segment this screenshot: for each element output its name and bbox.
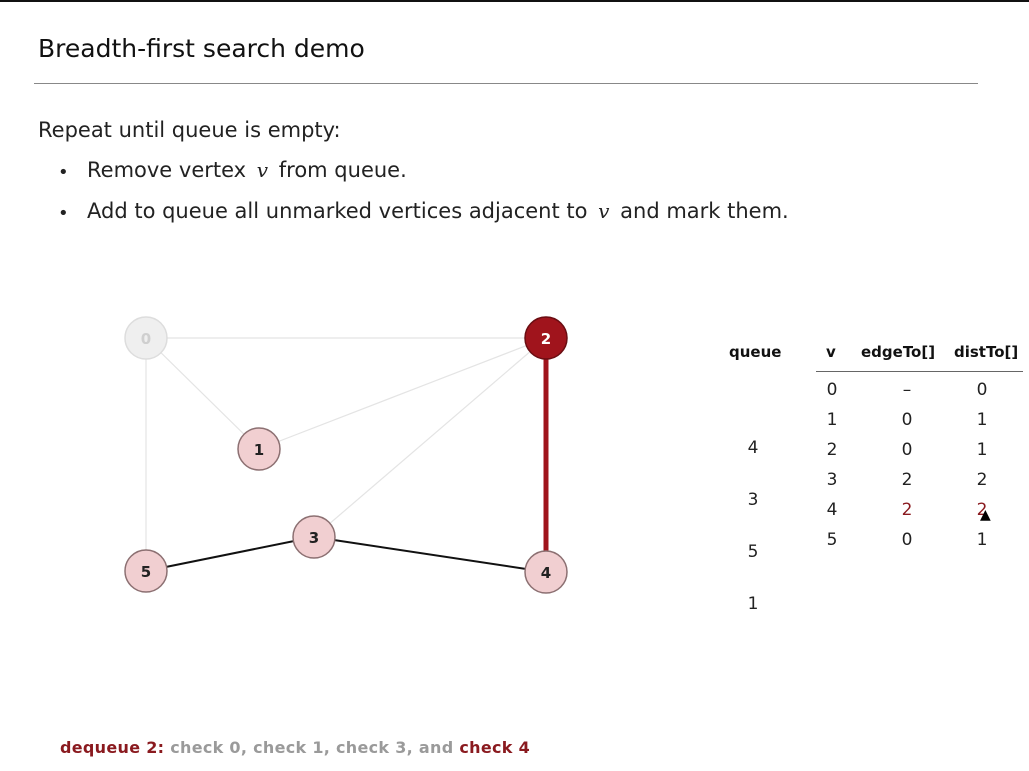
queue-item: 3 — [747, 490, 759, 510]
mouse-cursor-icon: ▲ — [980, 507, 991, 523]
edgeto-header: edgeTo[] — [861, 343, 936, 361]
table-cell-edgeTo: – — [902, 380, 912, 400]
table-cell-edgeTo: 0 — [901, 530, 913, 550]
table-cell-distTo: 0 — [976, 380, 988, 400]
vertex-label: 0 — [141, 330, 151, 348]
vertex-label: 3 — [309, 529, 319, 547]
table-cell-v: 1 — [826, 410, 838, 430]
title-divider — [34, 83, 978, 84]
bullet-item: • Add to queue all unmarked vertices adj… — [58, 199, 789, 240]
vertex-label: 5 — [141, 563, 151, 581]
bullet-item: • Remove vertex v from queue. — [58, 158, 789, 199]
slide-title: Breadth-first search demo — [38, 34, 365, 63]
bullet-list: • Remove vertex v from queue. • Add to q… — [58, 158, 789, 240]
table-cell-v: 5 — [826, 530, 838, 550]
vertex-3: 3 — [292, 515, 336, 559]
vertex-1: 1 — [237, 427, 281, 471]
table-cell-edgeTo: 2 — [901, 500, 913, 520]
step-caption: dequeue 2: check 0, check 1, check 3, an… — [60, 738, 530, 757]
table-cell-edgeTo: 0 — [901, 440, 913, 460]
bullet-text: Remove vertex v from queue. — [87, 158, 407, 182]
vertex-label: 2 — [541, 330, 551, 348]
queue-item: 4 — [747, 438, 759, 458]
queue-header: queue — [729, 343, 782, 361]
edge-3-4 — [313, 536, 547, 573]
vertex-5: 5 — [124, 549, 168, 593]
table-cell-edgeTo: 0 — [901, 410, 913, 430]
top-border — [0, 0, 1029, 2]
vertex-4: 4 — [524, 550, 568, 594]
table-cell-v: 0 — [826, 380, 838, 400]
vertex-0: 0 — [124, 316, 168, 360]
table-cell-edgeTo: 2 — [901, 470, 913, 490]
bullet-dot-icon: • — [58, 203, 69, 224]
intro-text: Repeat until queue is empty: — [38, 118, 341, 142]
table-cell-v: 2 — [826, 440, 838, 460]
edge-1-2 — [258, 337, 547, 450]
v-header: v — [826, 343, 836, 361]
queue-item: 5 — [747, 542, 759, 562]
distto-header: distTo[] — [954, 343, 1019, 361]
table-cell-distTo: 1 — [976, 530, 988, 550]
edge-3-5 — [145, 536, 315, 572]
table-cell-v: 3 — [826, 470, 838, 490]
vertex-label: 4 — [541, 564, 551, 582]
edge-2-3 — [313, 337, 547, 538]
bullet-text: Add to queue all unmarked vertices adjac… — [87, 199, 789, 223]
table-cell-distTo: 1 — [976, 440, 988, 460]
table-cell-distTo: 1 — [976, 410, 988, 430]
queue-item: 1 — [747, 594, 759, 614]
vertex-label: 1 — [254, 441, 264, 459]
table-cell-distTo: 2 — [976, 470, 988, 490]
vertex-2: 2 — [524, 316, 568, 360]
bullet-dot-icon: • — [58, 162, 69, 183]
table-cell-distTo: 2 — [976, 500, 988, 520]
table-cell-v: 4 — [826, 500, 838, 520]
table-header-rule — [816, 371, 1023, 372]
edge-0-1 — [145, 337, 260, 450]
